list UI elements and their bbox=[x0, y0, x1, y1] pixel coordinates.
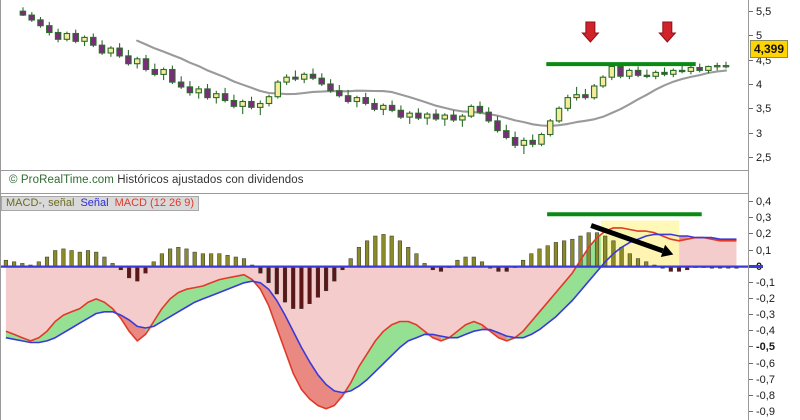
macd-below-zero-fill bbox=[5, 234, 737, 409]
macd-legend[interactable]: MACD-, señal Señal MACD (12 26 9) bbox=[1, 196, 200, 211]
rejection-arrow-icon-2 bbox=[658, 21, 677, 43]
macd-zero-axis-marker bbox=[749, 265, 763, 269]
price-chart-panel[interactable] bbox=[0, 0, 749, 170]
legend-signal[interactable]: Señal bbox=[80, 197, 109, 209]
provider-credit: © ProRealTime.com Históricos ajustados c… bbox=[9, 174, 304, 186]
macd-chart-panel[interactable] bbox=[0, 194, 749, 420]
price-chart-canvas bbox=[19, 7, 730, 154]
macd-chart-canvas bbox=[1, 212, 748, 410]
candles bbox=[19, 7, 730, 154]
price-axis[interactable]: 5,5 5 4,5 4 3,5 3 2,5 bbox=[748, 0, 800, 194]
current-price-badge: 4,399 bbox=[750, 40, 789, 58]
provider-name: © ProRealTime.com bbox=[9, 174, 114, 186]
macd-axis[interactable]: 0,40,30,20,10-0,1-0,2-0,3-0,4-0,5-0,6-0,… bbox=[748, 194, 800, 420]
provider-subtitle: Históricos ajustados con dividendos bbox=[117, 174, 304, 186]
divergence-arrow-icon bbox=[590, 223, 674, 257]
legend-histogram[interactable]: MACD-, señal bbox=[6, 197, 75, 209]
legend-macd[interactable]: MACD (12 26 9) bbox=[114, 197, 195, 209]
chart-info-bar: © ProRealTime.com Históricos ajustados c… bbox=[0, 170, 748, 194]
macd-histogram bbox=[3, 232, 739, 309]
rejection-arrow-icon-1 bbox=[581, 21, 600, 43]
